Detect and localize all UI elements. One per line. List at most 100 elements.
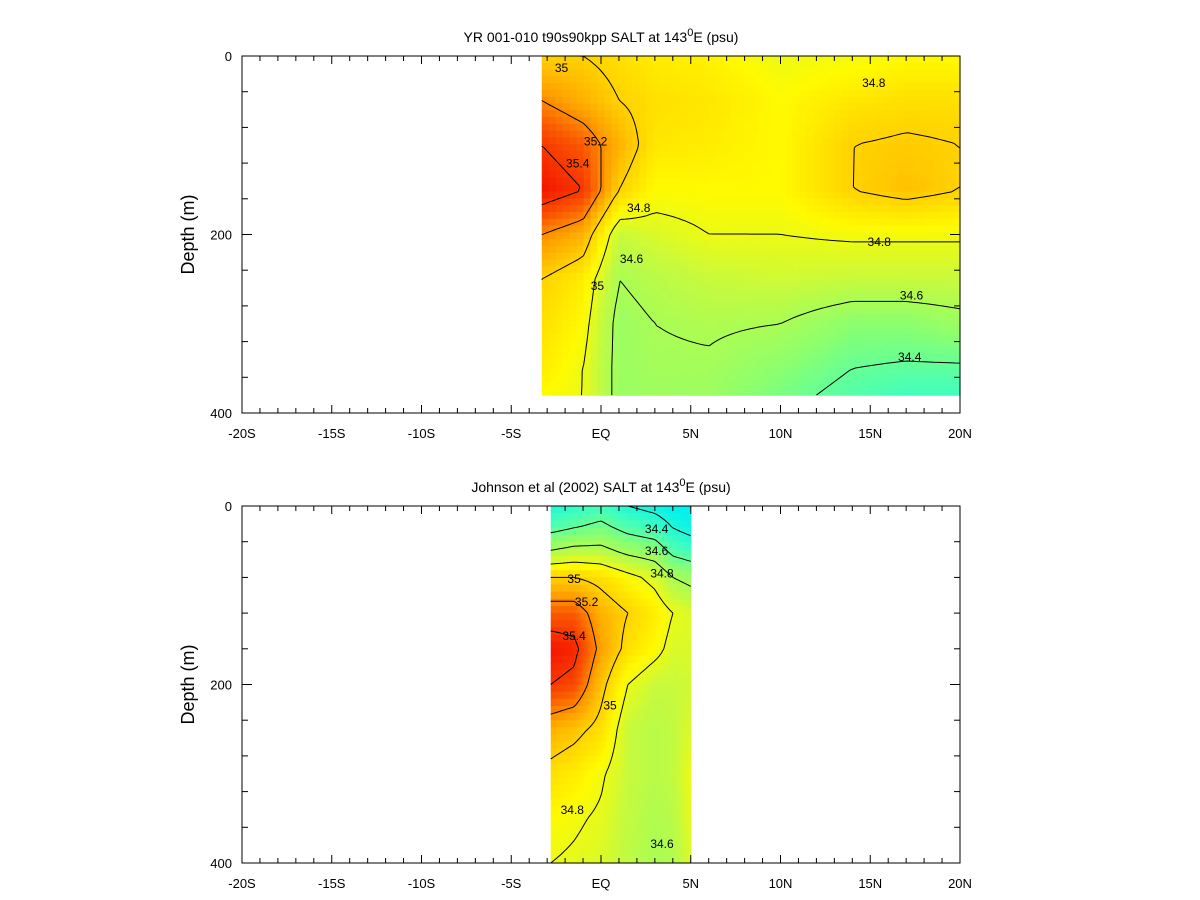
salinity-cell	[606, 605, 610, 614]
salinity-cell	[604, 605, 608, 614]
salinity-cell	[813, 110, 822, 118]
salinity-cell	[562, 627, 566, 636]
salinity-cell	[541, 212, 550, 220]
salinity-cell	[627, 527, 631, 536]
salinity-cell	[606, 677, 610, 686]
salinity-cell	[862, 157, 870, 166]
salinity-cell	[553, 834, 556, 843]
salinity-cell	[646, 334, 654, 342]
salinity-cell	[541, 144, 550, 152]
salinity-cell	[550, 755, 554, 764]
salinity-cell	[564, 634, 568, 643]
salinity-cell	[827, 368, 836, 376]
salinity-cell	[729, 368, 738, 376]
salinity-cell	[827, 103, 836, 111]
salinity-cell	[562, 741, 566, 750]
salinity-cell	[576, 89, 585, 98]
salinity-cell	[604, 791, 608, 800]
salinity-cell	[564, 691, 568, 700]
salinity-cell	[841, 96, 850, 105]
salinity-cell	[602, 748, 606, 757]
salinity-cell	[792, 62, 801, 71]
salinity-cell	[581, 734, 585, 743]
salinity-cell	[785, 96, 794, 105]
salinity-cell	[688, 361, 696, 369]
salinity-cell	[883, 293, 891, 301]
salinity-cell	[743, 327, 752, 335]
salinity-cell	[604, 613, 608, 621]
salinity-cell	[581, 841, 585, 850]
salinity-cell	[771, 245, 780, 254]
salinity-cell	[569, 273, 578, 281]
salinity-cell	[590, 805, 594, 814]
salinity-cell	[634, 613, 638, 621]
salinity-cell	[550, 720, 554, 728]
salinity-cell	[597, 300, 606, 308]
salinity-cell	[918, 368, 926, 376]
salinity-cell	[595, 741, 599, 750]
salinity-cell	[585, 620, 589, 628]
salinity-cell	[716, 327, 724, 335]
salinity-cell	[639, 361, 647, 369]
salinity-cell	[611, 741, 615, 750]
salinity-cell	[939, 178, 947, 186]
salinity-cell	[611, 62, 620, 71]
salinity-cell	[757, 117, 766, 125]
salinity-cell	[932, 252, 940, 261]
salinity-cell	[709, 313, 717, 322]
salinity-cell	[555, 705, 559, 714]
salinity-cell	[890, 293, 898, 301]
salinity-cell	[688, 239, 696, 247]
salinity-cell	[557, 777, 561, 786]
salinity-cell	[611, 354, 620, 362]
salinity-cell	[848, 157, 857, 166]
salinity-cell	[618, 570, 622, 578]
salinity-cell	[634, 634, 638, 643]
salinity-cell	[883, 144, 891, 152]
salinity-cell	[597, 684, 601, 693]
salinity-cell	[792, 286, 801, 294]
salinity-cell	[639, 62, 647, 71]
salinity-cell	[557, 727, 561, 736]
salinity-cell	[953, 144, 961, 152]
salinity-cell	[569, 83, 578, 91]
salinity-cell	[585, 670, 589, 678]
salinity-cell	[574, 791, 578, 800]
salinity-cell	[618, 648, 622, 657]
salinity-cell	[569, 784, 573, 793]
salinity-cell	[792, 56, 801, 64]
salinity-cell	[918, 361, 926, 369]
salinity-cell	[688, 300, 696, 308]
salinity-cell	[597, 191, 606, 200]
salinity-cell	[571, 605, 575, 614]
salinity-cell	[578, 684, 582, 693]
salinity-cell	[597, 598, 601, 607]
salinity-cell	[588, 655, 592, 664]
salinity-cell	[569, 117, 578, 125]
salinity-cell	[585, 727, 589, 736]
salinity-cell	[604, 520, 608, 529]
salinity-cell	[632, 83, 640, 91]
salinity-cell	[792, 239, 801, 247]
salinity-cell	[576, 273, 585, 281]
salinity-cell	[567, 841, 570, 850]
salinity-cell	[904, 266, 912, 274]
salinity-cell	[618, 834, 622, 843]
salinity-cell	[911, 171, 919, 179]
salinity-cell	[576, 334, 585, 342]
salinity-cell	[634, 770, 638, 778]
salinity-cell	[548, 374, 557, 383]
salinity-cell	[834, 218, 843, 227]
salinity-cell	[562, 374, 571, 383]
salinity-cell	[592, 563, 596, 571]
salinity-cell	[729, 103, 738, 111]
salinity-cell	[569, 813, 573, 821]
salinity-cell	[883, 232, 891, 240]
salinity-cell	[620, 691, 624, 700]
salinity-cell	[618, 634, 622, 643]
salinity-cell	[771, 184, 780, 193]
salinity-cell	[562, 663, 566, 671]
salinity-cell	[660, 300, 668, 308]
salinity-cell	[588, 805, 592, 814]
salinity-cell	[743, 340, 752, 349]
